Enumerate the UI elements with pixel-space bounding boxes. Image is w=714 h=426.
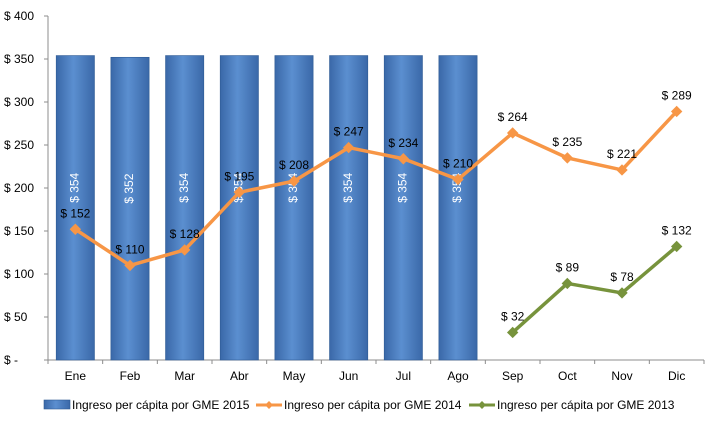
bar-data-label: $ 354 [396, 172, 410, 202]
bar [165, 55, 205, 361]
line-series: $ 152 $ 110 $ 128 $ 195 $ 208 $ 247 $ 234 $ 210… [60, 88, 692, 339]
legend-swatch-marker [265, 401, 273, 409]
data-label: $ 152 [60, 206, 90, 220]
data-label: $ 89 [556, 260, 580, 274]
data-point [288, 175, 300, 187]
y-tick-label: $ 300 [4, 95, 34, 109]
data-point [616, 164, 628, 176]
data-point [178, 244, 191, 256]
series-line [511, 245, 678, 334]
legend-swatch-marker [478, 401, 486, 409]
bar-data-label: $ 352 [122, 173, 136, 203]
data-point [233, 186, 246, 199]
legend-swatch-bar [43, 399, 71, 410]
y-tick-label: $ 350 [4, 52, 34, 66]
y-tick-label: $ 400 [4, 9, 34, 23]
x-tick-label: Dic [668, 369, 685, 383]
bar [438, 55, 478, 361]
x-tick-label: Jun [339, 369, 358, 383]
bar [274, 55, 314, 361]
x-tick-label: Ago [447, 369, 469, 383]
data-point [397, 153, 410, 165]
x-tick-label: Mar [174, 369, 195, 383]
series-line [74, 110, 678, 268]
x-tick-label: Sep [502, 369, 524, 383]
data-point [670, 105, 683, 118]
data-label: $ 289 [662, 88, 692, 102]
data-label: $ 210 [443, 156, 473, 170]
data-point [561, 277, 574, 290]
data-label: $ 221 [607, 147, 637, 161]
data-point [342, 141, 355, 154]
data-point [69, 223, 82, 235]
x-tick-label: Ene [65, 369, 87, 383]
data-point [616, 287, 628, 299]
y-tick-label: $ 200 [4, 181, 34, 195]
bar [110, 56, 150, 361]
data-label: $ 235 [552, 135, 582, 149]
data-label: $ 32 [501, 309, 525, 323]
data-point [124, 259, 136, 272]
bar-series: $ 354 $ 352 $ 354 $ 354 $ 354 $ 354 $ 354 $ 354 [55, 55, 478, 361]
data-label: $ 78 [610, 270, 634, 284]
y-tick-label: $ 150 [4, 224, 34, 238]
data-point [561, 152, 574, 164]
y-axis: $ - $ 50 $ 100 $ 150 $ 200 $ 250 $ 300 $ 350 $ 4… [4, 9, 49, 367]
y-tick-label: $ 50 [4, 310, 28, 324]
bar-data-label: $ 354 [177, 172, 191, 202]
data-label: $ 195 [224, 169, 254, 183]
y-tick-label: $ 250 [4, 138, 34, 152]
data-label: $ 264 [498, 110, 528, 124]
x-tick-label: Feb [120, 369, 141, 383]
bar [383, 55, 423, 361]
legend-label: Ingreso per cápita por GME 2014 [284, 398, 462, 412]
data-label: $ 208 [279, 158, 309, 172]
data-point [506, 326, 519, 339]
data-label: $ 128 [170, 227, 200, 241]
y-tick-label: $ - [4, 353, 18, 367]
legend-label: Ingreso per cápita por GME 2013 [497, 398, 675, 412]
data-label: $ 234 [388, 136, 418, 150]
x-tick-label: Oct [558, 369, 577, 383]
data-point [452, 173, 464, 186]
bar [55, 55, 95, 361]
bar-data-label: $ 354 [341, 172, 355, 202]
x-tick-label: Jul [396, 369, 411, 383]
bar [329, 55, 369, 361]
y-tick-label: $ 100 [4, 267, 34, 281]
data-label: $ 132 [662, 223, 692, 237]
data-point [670, 240, 683, 253]
x-tick-label: May [283, 369, 306, 383]
data-label: $ 247 [334, 125, 364, 139]
x-tick-label: Abr [230, 369, 249, 383]
legend: Ingreso per cápita por GME 2015 Ingreso p… [43, 398, 675, 412]
data-point [506, 127, 519, 139]
data-label: $ 110 [115, 242, 144, 256]
x-axis: Ene Feb Mar Abr May Jun Jul Ago Sep Oct Nov Dic [47, 359, 705, 383]
legend-label: Ingreso per cápita por GME 2015 [72, 398, 250, 412]
x-tick-label: Nov [611, 369, 632, 383]
bar-data-label: $ 354 [68, 172, 82, 202]
